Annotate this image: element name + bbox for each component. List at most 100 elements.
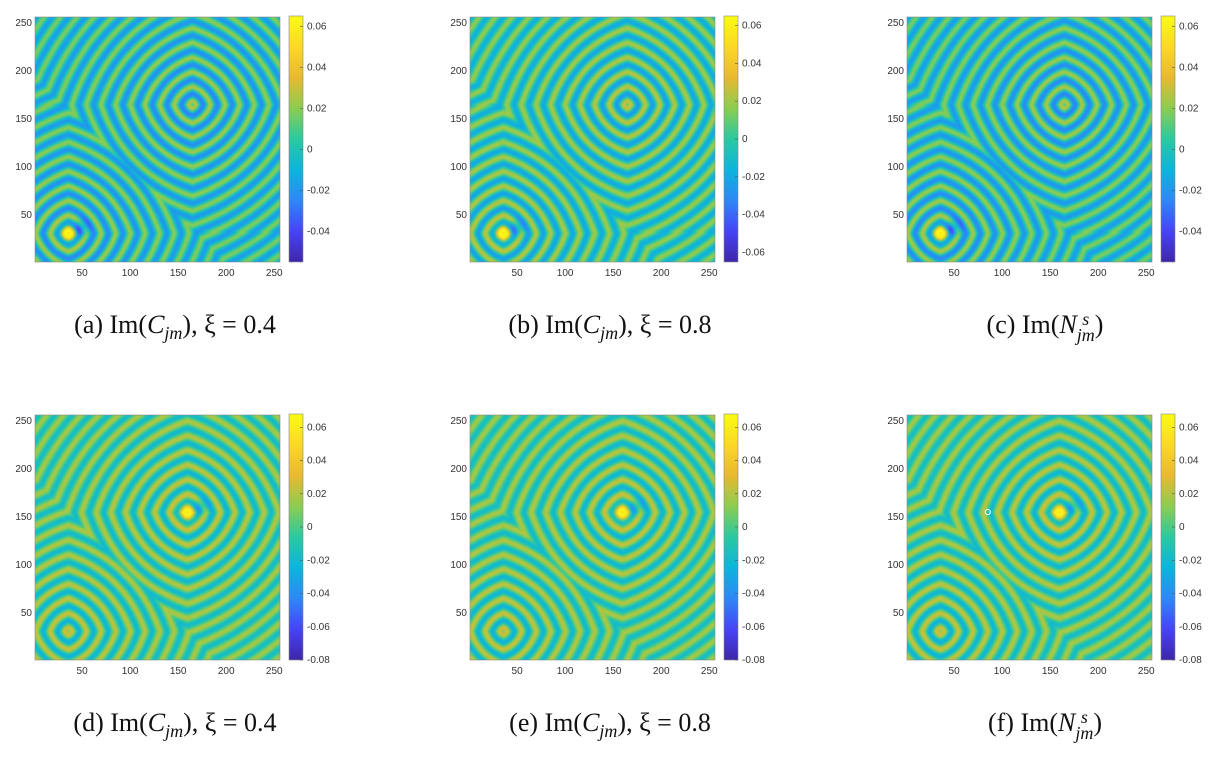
y-tick-label: 50 bbox=[893, 608, 905, 619]
colorbar-tick-label: -0.04 bbox=[742, 210, 765, 221]
colorbar-tick-label: 0.06 bbox=[307, 21, 327, 32]
colorbar-tick-label: -0.08 bbox=[307, 655, 330, 666]
y-tick-label: 50 bbox=[456, 210, 468, 221]
colorbar bbox=[1160, 15, 1176, 263]
x-tick-label: 250 bbox=[266, 268, 283, 279]
y-tick-label: 100 bbox=[887, 560, 904, 571]
colorbar-tick-label: 0.02 bbox=[1179, 103, 1199, 114]
colorbar-tick-label: 0.02 bbox=[307, 103, 327, 114]
axes-frame bbox=[34, 414, 281, 661]
x-tick-label: 50 bbox=[949, 268, 961, 279]
x-tick-label: 150 bbox=[170, 268, 187, 279]
heatmap-svg: 50 100 150 200 250 50 100 150 200 250 0.06 0.04 0.02… bbox=[15, 413, 330, 677]
caption-label: (c) bbox=[986, 310, 1022, 339]
subfigure-caption: (b) Im(Cjm), ξ = 0.8 bbox=[450, 310, 770, 344]
caption-label: (d) bbox=[73, 708, 111, 737]
y-tick-label: 250 bbox=[15, 416, 32, 427]
colorbar-tick-label: -0.06 bbox=[1179, 622, 1202, 633]
point-marker bbox=[984, 508, 991, 516]
axes-frame bbox=[469, 16, 716, 263]
y-tick-label: 100 bbox=[450, 162, 467, 173]
caption-symbol: C bbox=[147, 310, 165, 339]
caption-symbol: N bbox=[1059, 310, 1077, 339]
y-tick-label: 250 bbox=[887, 18, 904, 29]
x-tick-label: 200 bbox=[218, 666, 235, 677]
x-tick-label: 100 bbox=[557, 666, 574, 677]
x-tick-label: 100 bbox=[122, 666, 139, 677]
colorbar-tick-label: -0.02 bbox=[742, 555, 765, 566]
colorbar-tick-label: 0 bbox=[1179, 522, 1185, 533]
x-tick-label: 250 bbox=[1138, 666, 1155, 677]
subfigure-caption: (c) Im(N s jm) bbox=[885, 309, 1205, 346]
y-tick-label: 200 bbox=[887, 66, 904, 77]
caption-label: (f) bbox=[987, 708, 1021, 737]
colorbar bbox=[288, 15, 304, 263]
heatmap-image bbox=[907, 17, 1152, 262]
caption-tail: ), ξ = 0.8 bbox=[617, 708, 711, 737]
caption-subscript: jm bbox=[164, 323, 183, 344]
heatmap-svg: 50 100 150 200 250 50 100 150 200 250 0.06 0.04 0.02… bbox=[450, 15, 765, 279]
colorbar-tick-label: 0.04 bbox=[1179, 456, 1199, 467]
caption-function: Im( bbox=[109, 310, 148, 339]
colorbar-tick-label: 0.04 bbox=[307, 456, 327, 467]
colorbar-tick-label: 0 bbox=[307, 522, 313, 533]
y-tick-label: 150 bbox=[450, 512, 467, 523]
colorbar-tick-label: 0.06 bbox=[1179, 21, 1199, 32]
caption-superscript: s bbox=[1082, 309, 1090, 330]
caption-subscript: jm bbox=[1075, 723, 1094, 744]
y-tick-label: 200 bbox=[15, 66, 32, 77]
colorbar-tick-label: -0.02 bbox=[307, 555, 330, 566]
x-tick-label: 150 bbox=[605, 268, 622, 279]
heatmap-panel-d: 50 100 150 200 250 50 100 150 200 250 0.06 0.04 0.02… bbox=[8, 408, 338, 688]
y-tick-label: 150 bbox=[887, 114, 904, 125]
y-tick-label: 150 bbox=[450, 114, 467, 125]
x-tick-label: 100 bbox=[122, 268, 139, 279]
subfigure-caption: (f) Im(N s jm) bbox=[885, 708, 1205, 744]
heatmap-panel-c: 50 100 150 200 250 50 100 150 200 250 0.06 0.04 0.02… bbox=[880, 10, 1210, 290]
y-tick-label: 250 bbox=[15, 18, 32, 29]
caption-script: s jm bbox=[1075, 708, 1094, 744]
caption-label: (a) bbox=[74, 310, 110, 339]
heatmap-svg: 50 100 150 200 250 50 100 150 200 250 0.06 0.04 0.02… bbox=[887, 15, 1202, 279]
caption-tail: ), ξ = 0.4 bbox=[182, 310, 276, 339]
heatmap-image bbox=[470, 415, 715, 660]
y-tick-label: 50 bbox=[21, 210, 33, 221]
y-tick-label: 250 bbox=[450, 18, 467, 29]
x-tick-label: 50 bbox=[77, 666, 89, 677]
x-tick-label: 250 bbox=[701, 268, 718, 279]
x-tick-label: 100 bbox=[557, 268, 574, 279]
y-tick-label: 200 bbox=[15, 464, 32, 475]
caption-label: (b) bbox=[508, 310, 546, 339]
colorbar-tick-label: 0.06 bbox=[742, 422, 762, 433]
colorbar-tick-label: 0.02 bbox=[742, 96, 762, 107]
caption-subscript: jm bbox=[1076, 325, 1095, 346]
axes-frame bbox=[906, 16, 1153, 263]
colorbar-tick-label: -0.06 bbox=[742, 622, 765, 633]
subfigure-caption: (d) Im(Cjm), ξ = 0.4 bbox=[15, 708, 335, 742]
colorbar-tick-label: -0.04 bbox=[1179, 226, 1202, 237]
caption-tail: ) bbox=[1094, 310, 1104, 339]
y-tick-label: 100 bbox=[15, 560, 32, 571]
x-tick-label: 50 bbox=[512, 268, 524, 279]
colorbar-tick-label: 0 bbox=[742, 134, 748, 145]
colorbar-tick-label: -0.04 bbox=[307, 589, 330, 600]
colorbar-tick-label: 0.04 bbox=[1179, 62, 1199, 73]
x-tick-label: 200 bbox=[653, 666, 670, 677]
colorbar-tick-label: 0.04 bbox=[742, 456, 762, 467]
caption-function: Im( bbox=[545, 310, 583, 339]
colorbar-tick-label: -0.04 bbox=[1179, 589, 1202, 600]
y-tick-label: 50 bbox=[21, 608, 33, 619]
heatmap-image bbox=[470, 17, 715, 262]
colorbar-tick-label: 0.06 bbox=[307, 422, 327, 433]
x-tick-label: 150 bbox=[605, 666, 622, 677]
heatmap-image bbox=[35, 17, 280, 262]
colorbar-tick-label: -0.02 bbox=[1179, 555, 1202, 566]
caption-symbol: C bbox=[147, 708, 166, 737]
caption-function: Im( bbox=[110, 708, 148, 737]
heatmap-panel-a: 50 100 150 200 250 50 100 150 200 250 0.06 0.04 0.02… bbox=[8, 10, 338, 290]
x-tick-label: 50 bbox=[77, 268, 89, 279]
heatmap-image bbox=[35, 415, 280, 660]
x-tick-label: 100 bbox=[994, 268, 1011, 279]
colorbar bbox=[1160, 413, 1176, 661]
x-tick-label: 250 bbox=[266, 666, 283, 677]
